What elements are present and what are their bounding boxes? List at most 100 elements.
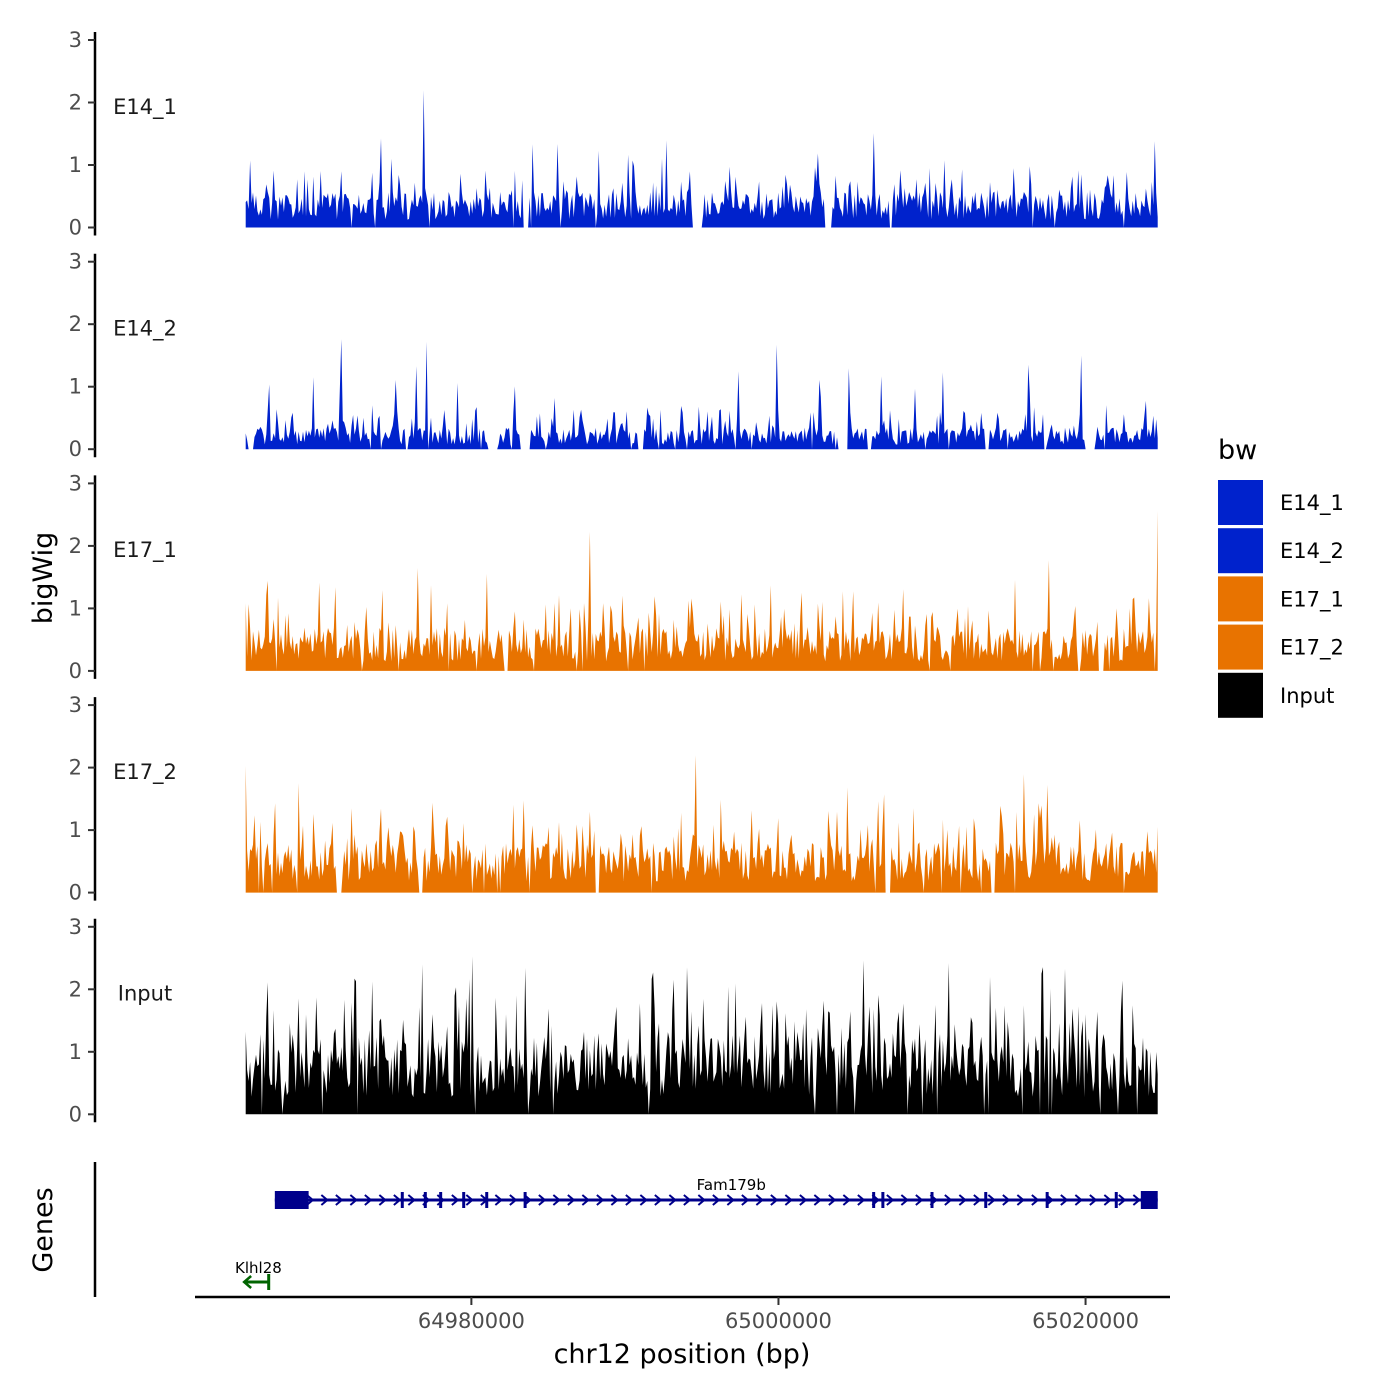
y-tick-label-E14_2-2: 2	[69, 312, 82, 336]
legend-swatch-E14_1	[1218, 480, 1263, 525]
strand-chevron	[944, 1194, 953, 1206]
legend: E14_1 E14_2 E17_1 E17_2 Input	[1218, 480, 1344, 718]
strand-chevron	[451, 1194, 460, 1206]
strand-chevron	[915, 1194, 924, 1206]
strand-chevron	[581, 1194, 590, 1206]
y-tick-label-E17_2-2: 2	[69, 756, 82, 780]
legend-label-E17_2: E17_2	[1280, 636, 1344, 661]
legend-swatch-E14_2	[1218, 528, 1263, 574]
track-panel-E17_1: 0 1 2 3 E17_1	[69, 471, 1158, 683]
y-tick-label-E14_1-1: 1	[69, 153, 82, 177]
strand-chevron	[1016, 1194, 1025, 1206]
strand-chevron	[625, 1194, 634, 1206]
legend-label-E17_1: E17_1	[1280, 587, 1344, 612]
y-tick-label-Input-2: 2	[69, 977, 82, 1001]
strand-arrowhead	[242, 1275, 252, 1289]
strand-chevron	[1118, 1194, 1127, 1206]
small-exon	[881, 1192, 885, 1208]
x-ticks-layer: 64980000 65000000 65020000	[418, 1297, 1139, 1333]
strand-chevron	[1002, 1194, 1011, 1206]
strand-chevron	[828, 1194, 837, 1206]
strand-chevron	[320, 1194, 329, 1206]
genes-layer: Fam179b Klhl28	[235, 1176, 1158, 1290]
strand-chevron	[886, 1194, 895, 1206]
y-tick-label-E14_2-1: 1	[69, 375, 82, 399]
strand-chevron	[799, 1194, 808, 1206]
strand-chevron	[1103, 1194, 1112, 1206]
strand-chevron	[494, 1194, 503, 1206]
y-axis-title: bigWig	[28, 532, 59, 625]
y-tick-label-E14_1-0: 0	[69, 216, 82, 240]
strand-chevron	[639, 1194, 648, 1206]
strand-chevron	[567, 1194, 576, 1206]
y-tick-label-Input-0: 0	[69, 1102, 82, 1126]
strand-chevron	[378, 1194, 387, 1206]
y-tick-label-E14_2-3: 3	[69, 250, 82, 274]
strand-chevron	[973, 1194, 982, 1206]
strand-chevron	[509, 1194, 518, 1206]
track-label-E14_2: E14_2	[113, 316, 177, 341]
genes-axis-title: Genes	[28, 1187, 59, 1272]
strand-chevron	[465, 1194, 474, 1206]
legend-label-E14_1: E14_1	[1280, 491, 1344, 516]
strand-chevron	[393, 1194, 402, 1206]
strand-chevron	[654, 1194, 663, 1206]
y-tick-label-E17_2-1: 1	[69, 818, 82, 842]
y-tick-label-E17_2-0: 0	[69, 881, 82, 905]
small-exon	[930, 1192, 934, 1208]
gene-label-Klhl28: Klhl28	[235, 1259, 282, 1277]
strand-chevron	[770, 1194, 779, 1206]
strand-chevron	[697, 1194, 706, 1206]
strand-chevron	[813, 1194, 822, 1206]
strand-chevron	[335, 1194, 344, 1206]
y-tick-label-E17_1-0: 0	[69, 659, 82, 683]
x-tick-label-65020000: 65020000	[1032, 1309, 1139, 1333]
track-panel-E14_2: 0 1 2 3 E14_2	[69, 250, 1158, 461]
track-label-E17_1: E17_1	[113, 538, 177, 563]
strand-chevron	[668, 1194, 677, 1206]
legend-swatch-E17_1	[1218, 576, 1263, 622]
strand-chevron	[741, 1194, 750, 1206]
y-tick-label-E17_2-3: 3	[69, 693, 82, 717]
strand-chevron	[1060, 1194, 1069, 1206]
small-exon	[423, 1192, 427, 1208]
legend-label-E14_2: E14_2	[1280, 539, 1344, 564]
small-exon	[523, 1192, 527, 1208]
strand-chevron	[842, 1194, 851, 1206]
legend-swatch-Input	[1218, 672, 1263, 718]
strand-chevron	[1031, 1194, 1040, 1206]
y-tick-label-E14_1-2: 2	[69, 91, 82, 115]
signal-area-E17_2	[245, 755, 1158, 893]
signal-area-E14_2	[245, 339, 1158, 450]
strand-chevron	[364, 1194, 373, 1206]
strand-chevron	[726, 1194, 735, 1206]
small-exon	[439, 1192, 443, 1208]
legend-label-Input: Input	[1280, 684, 1334, 708]
legend-title: bw	[1218, 435, 1257, 466]
strand-chevron	[857, 1194, 866, 1206]
strand-chevron	[610, 1194, 619, 1206]
y-tick-label-Input-3: 3	[69, 915, 82, 939]
y-tick-label-E17_1-3: 3	[69, 471, 82, 495]
strand-chevron	[1074, 1194, 1083, 1206]
x-tick-label-65000000: 65000000	[725, 1309, 832, 1333]
strand-chevron	[784, 1194, 793, 1206]
y-tick-label-E14_2-0: 0	[69, 437, 82, 461]
tracks-layer: 0 1 2 3 E14_1 0 1 2 3 E14_2 0 1 2 3 E17_1 0 1 2 3 E17_2 0 1 2 3…	[69, 28, 1158, 1126]
track-label-E17_2: E17_2	[113, 760, 177, 785]
strand-chevron	[552, 1194, 561, 1206]
small-exon	[872, 1192, 876, 1208]
track-panel-E14_1: 0 1 2 3 E14_1	[69, 28, 1158, 240]
strand-chevron	[900, 1194, 909, 1206]
exon-block	[1140, 1191, 1158, 1209]
y-tick-label-E14_1-3: 3	[69, 28, 82, 52]
gene-Klhl28: Klhl28	[235, 1259, 282, 1290]
legend-swatch-E17_2	[1218, 624, 1263, 670]
small-exon	[1114, 1192, 1118, 1208]
track-label-Input: Input	[118, 982, 172, 1006]
small-exon	[984, 1192, 988, 1208]
signal-area-E14_1	[245, 90, 1158, 228]
strand-chevron	[349, 1194, 358, 1206]
strand-chevron	[1132, 1194, 1141, 1206]
